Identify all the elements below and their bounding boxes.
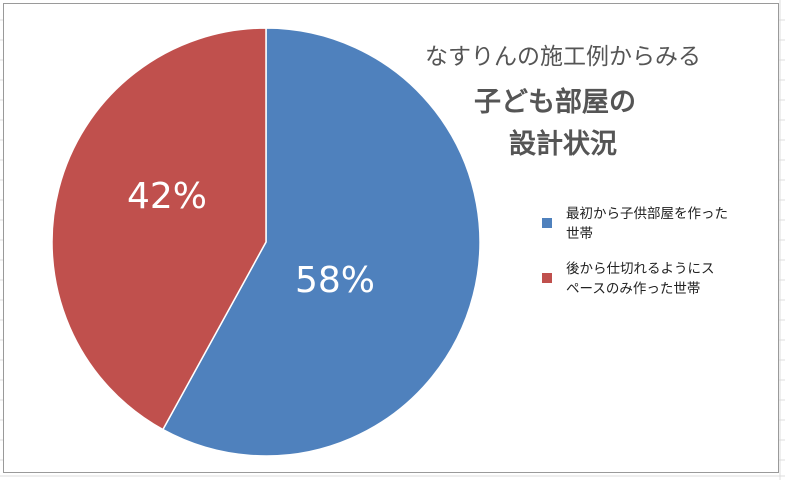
pie-chart[interactable]: 58% 42%: [4, 4, 780, 474]
pie-slice-1[interactable]: [51, 27, 267, 431]
chart-area[interactable]: 58% 42% なすりんの施工例からみる 子ども部屋の 設計状況 最初から子供部屋…: [3, 3, 779, 473]
legend-label-line: 後から仕切れるようにス: [566, 261, 715, 277]
chart-title-line-1: なすりんの施工例からみる: [425, 44, 701, 70]
chart-title-line-3: 設計状況: [509, 129, 617, 160]
legend-label-line: ペースのみ作った世帯: [566, 281, 701, 297]
legend-swatch-red: [542, 273, 552, 283]
legend-swatch-blue: [542, 218, 552, 228]
legend-label-line: 最初から子供部屋を作った: [566, 206, 728, 222]
pie-slice-0[interactable]: [161, 27, 481, 457]
legend-label: 最初から子供部屋を作った 世帯: [566, 204, 766, 244]
slice-data-label-1: 42%: [127, 176, 207, 217]
legend-label: 後から仕切れるようにス ペースのみ作った世帯: [566, 259, 766, 299]
legend-label-line: 世帯: [566, 226, 593, 242]
chart-title-line-2: 子ども部屋の: [474, 87, 636, 118]
slice-data-label-0: 58%: [295, 260, 375, 301]
